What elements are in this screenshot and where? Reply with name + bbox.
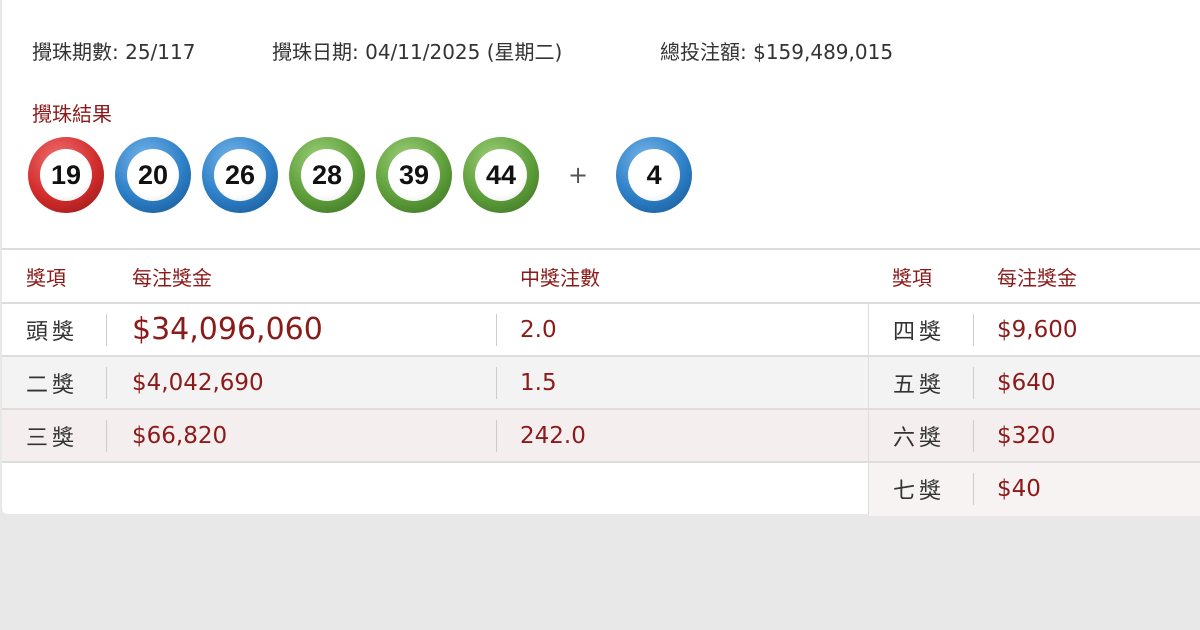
prize-name: 三獎 — [26, 425, 79, 451]
table-row: 頭獎 $34,096,060 2.0 — [2, 304, 868, 357]
prize-name: 五獎 — [893, 372, 946, 398]
prize-amount: $66,820 — [132, 422, 228, 449]
table-row: 二獎 $4,042,690 1.5 — [2, 357, 868, 410]
ball-number: 19 — [40, 149, 92, 201]
prize-amount: $40 — [997, 475, 1041, 502]
table-split — [868, 304, 869, 514]
prize-amount: $34,096,060 — [132, 312, 323, 347]
prize-amount: $320 — [997, 422, 1056, 449]
prize-amount: $9,600 — [997, 316, 1078, 343]
ball-number: 44 — [475, 149, 527, 201]
divider — [2, 248, 1200, 250]
header-winners: 中獎注數 — [520, 266, 600, 290]
ball: 44 — [463, 137, 539, 213]
ball: 19 — [28, 137, 104, 213]
prize-name: 二獎 — [26, 372, 79, 398]
header-per-unit-right: 每注獎金 — [997, 266, 1077, 290]
table-row: 六獎 $320 — [869, 410, 1200, 463]
plus-sign: + — [568, 161, 589, 189]
header-prize: 獎項 — [26, 266, 66, 290]
header-per-unit: 每注獎金 — [132, 266, 212, 290]
ball-number: 4 — [628, 149, 681, 201]
winners-count: 1.5 — [520, 369, 557, 396]
ball: 39 — [376, 137, 452, 213]
extra-ball: 4 — [616, 137, 693, 213]
ball-number: 20 — [127, 149, 179, 201]
ball-number: 39 — [388, 149, 440, 201]
header-prize-right: 獎項 — [892, 266, 932, 290]
winners-count: 2.0 — [520, 316, 557, 343]
prize-name: 六獎 — [893, 425, 946, 451]
prize-name: 頭獎 — [26, 319, 79, 345]
prize-name: 四獎 — [893, 319, 946, 345]
winners-count: 242.0 — [520, 422, 586, 449]
ball: 26 — [202, 137, 278, 213]
table-row: 七獎 $40 — [869, 463, 1200, 516]
total-turnover: 總投注額: $159,489,015 — [660, 40, 894, 64]
prize-name: 七獎 — [893, 478, 946, 504]
draw-period: 攪珠期數: 25/117 — [32, 40, 196, 64]
prize-amount: $4,042,690 — [132, 369, 264, 396]
ball: 28 — [289, 137, 365, 213]
table-row: 三獎 $66,820 242.0 — [2, 410, 868, 463]
ball-number: 28 — [301, 149, 353, 201]
results-card: 攪珠期數: 25/117 攪珠日期: 04/11/2025 (星期二) 總投注額… — [2, 0, 1200, 516]
ball-number: 26 — [214, 149, 266, 201]
ball: 20 — [115, 137, 191, 213]
draw-date: 攪珠日期: 04/11/2025 (星期二) — [272, 40, 563, 64]
prize-amount: $640 — [997, 369, 1056, 396]
drawn-balls: 19 20 26 28 39 44 + 4 — [28, 137, 703, 213]
table-row: 五獎 $640 — [869, 357, 1200, 410]
table-row: 四獎 $9,600 — [869, 304, 1200, 357]
result-label: 攪珠結果 — [32, 102, 112, 126]
divider — [2, 302, 1200, 304]
